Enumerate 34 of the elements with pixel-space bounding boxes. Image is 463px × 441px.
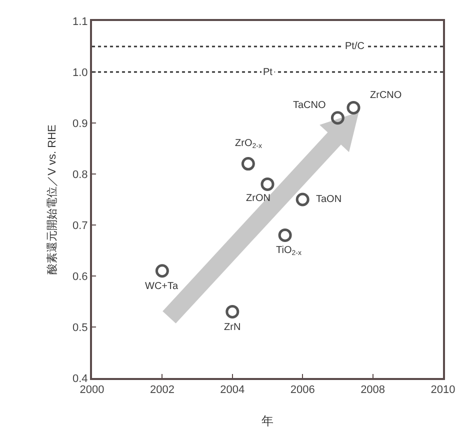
y-tick-label: 1.1: [72, 16, 88, 28]
y-tick-label: 0.4: [72, 372, 88, 385]
x-tick-label: 2010: [430, 384, 456, 396]
point: [330, 111, 344, 125]
ref-line-label: Pt: [263, 67, 273, 78]
annotation: ZrN: [224, 322, 241, 333]
annotation: WC+Ta: [145, 281, 178, 292]
annotation: TaON: [316, 194, 342, 205]
x-tick-label: 2006: [290, 384, 315, 396]
y-tick-label: 0.9: [72, 118, 88, 130]
y-tick-label: 1.0: [72, 66, 88, 79]
x-tick-label: 2004: [220, 384, 245, 396]
point: [226, 304, 240, 318]
annotation: ZrCNO: [370, 90, 402, 101]
y-axis-title: 酸素還元開始電位／V vs. RHE: [46, 124, 59, 274]
point: [278, 228, 292, 242]
annotation: TaCNO: [293, 100, 326, 111]
x-tick-label: 2008: [360, 384, 386, 396]
point: [155, 264, 169, 278]
point: [241, 157, 255, 171]
point: [346, 100, 360, 114]
x-axis-title: 年: [262, 414, 274, 428]
annotation: ZrO$_{2-x}$: [235, 138, 262, 150]
y-tick-label: 0.6: [72, 270, 88, 283]
y-tick-label: 0.7: [72, 220, 88, 232]
point: [296, 192, 310, 206]
x-tick-label: 2002: [150, 384, 174, 396]
y-tick-label: 0.8: [72, 168, 88, 181]
x-tick-label: 2000: [80, 384, 104, 396]
ref-line-label: Pt/C: [345, 41, 364, 52]
annotation: TiO$_{2-x}$: [276, 245, 302, 258]
point: [260, 177, 274, 191]
y-tick-label: 0.5: [72, 322, 88, 334]
annotation: ZrON: [246, 193, 270, 204]
